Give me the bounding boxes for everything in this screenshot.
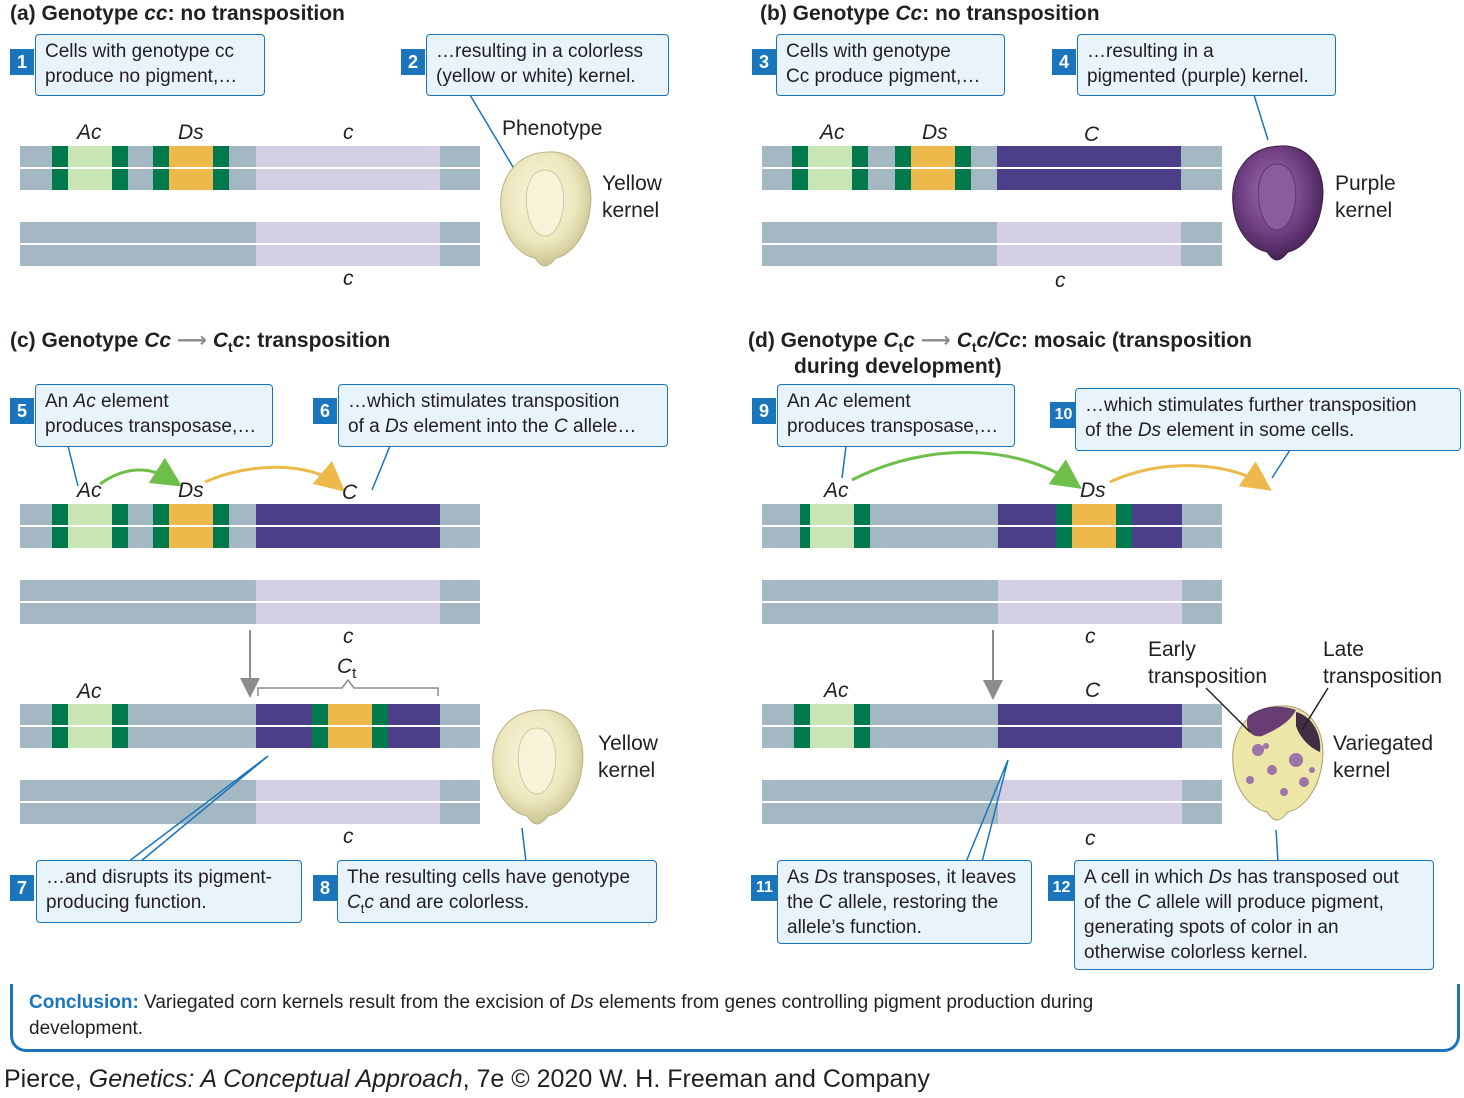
label-phenotype: Phenotype xyxy=(502,117,603,140)
ct-bracket xyxy=(257,678,439,696)
label-yellow-a: Yellow xyxy=(602,172,662,195)
label-c-c-middle: c xyxy=(343,625,354,648)
panel-b-chromosome-bottom xyxy=(762,222,1222,266)
label-ds-c: Ds xyxy=(178,479,204,502)
panel-d-title: (d) Genotype Ctc ⟶ Ctc/Cc: mosaic (trans… xyxy=(748,329,1252,356)
panel-d-chromosome-restored xyxy=(762,704,1222,748)
panel-c-chromosome-ct xyxy=(20,704,480,748)
label-variegated: Variegated xyxy=(1333,732,1434,755)
label-ac-d2: Ac xyxy=(824,679,849,702)
panel-c-chromosome-middle xyxy=(20,580,480,624)
green-arrow-c xyxy=(99,457,183,487)
callout-1: Cells with genotype cc produce no pigment… xyxy=(35,34,265,96)
callout-9: An Ac element produces transposase,… xyxy=(777,384,1015,447)
panel-c-title: (c) Genotype Cc ⟶ Ctc: transposition xyxy=(10,329,391,356)
late-pointer xyxy=(1301,687,1329,731)
label-early: Early xyxy=(1148,638,1196,661)
label-ac-c: Ac xyxy=(77,479,102,502)
green-arrow-d xyxy=(851,451,1082,489)
step-2-badge: 2 xyxy=(401,49,425,75)
panel-a-title: (a) Genotype cc: no transposition xyxy=(10,2,345,25)
label-c-d-middle: c xyxy=(1085,625,1096,648)
label-late: Late xyxy=(1323,638,1364,661)
orange-arrow-d xyxy=(1109,461,1272,491)
label-c-c-bottom: c xyxy=(343,825,354,848)
callout-8-pointer xyxy=(512,827,527,863)
label-late-transposition: transposition xyxy=(1323,665,1443,688)
callout-7: …and disrupts its pigment-producing func… xyxy=(36,860,302,923)
step-8-badge: 8 xyxy=(313,875,337,901)
orange-arrow-c xyxy=(204,460,346,492)
label-c-a-top: c xyxy=(343,121,354,144)
panel-b-chromosome-top xyxy=(762,146,1222,190)
variegated-kernel-d xyxy=(1232,705,1324,821)
panel-a-chromosome-top xyxy=(20,146,480,190)
label-kernel-b: kernel xyxy=(1335,199,1393,222)
yellow-kernel-c xyxy=(492,709,584,825)
label-ds-d: Ds xyxy=(1080,479,1106,502)
callout-10-pointer xyxy=(1271,449,1300,479)
label-c-b-bottom: c xyxy=(1055,269,1066,292)
panel-b-title: (b) Genotype Cc: no transposition xyxy=(760,2,1100,25)
label-purple: Purple xyxy=(1335,172,1396,195)
step-4-badge: 4 xyxy=(1052,49,1076,75)
step-12-badge: 12 xyxy=(1048,875,1075,901)
callout-4-pointer xyxy=(1240,94,1269,141)
label-ds-a: Ds xyxy=(178,121,204,144)
callout-12-pointer xyxy=(1268,829,1279,863)
panel-d-title-line2: during development) xyxy=(794,355,1002,378)
callout-6: …which stimulates transposition of a Ds e… xyxy=(338,384,668,447)
label-ac-a: Ac xyxy=(77,121,102,144)
label-kernel-c: kernel xyxy=(598,759,656,782)
callout-4: …resulting in a pigmented (purple) kernel… xyxy=(1077,34,1336,96)
label-c-a-bottom: c xyxy=(343,267,354,290)
step-3-badge: 3 xyxy=(752,49,776,75)
label-c-upper-d: C xyxy=(1085,679,1101,702)
step-10-badge: 10 xyxy=(1050,402,1077,428)
panel-d-chromosome-top xyxy=(762,504,1222,548)
label-yellow-c: Yellow xyxy=(598,732,658,755)
step-7-badge: 7 xyxy=(10,875,34,901)
step-1-badge: 1 xyxy=(10,49,34,75)
callout-10: …which stimulates further transposition o… xyxy=(1075,388,1461,451)
callout-11: As Ds transposes, it leaves the C allele,… xyxy=(777,860,1032,944)
callout-8: The resulting cells have genotype Ctc and… xyxy=(337,860,657,923)
label-ds-b: Ds xyxy=(922,121,948,144)
panel-c-chromosome-c xyxy=(20,780,480,824)
step-6-badge: 6 xyxy=(313,398,337,424)
callout-12: A cell in which Ds has transposed out of … xyxy=(1074,860,1434,970)
panel-c-chromosome-top xyxy=(20,504,480,548)
label-c-upper-b: C xyxy=(1084,123,1100,146)
label-ac-d: Ac xyxy=(824,479,849,502)
yellow-kernel-a xyxy=(500,151,592,267)
conclusion-box: Conclusion: Variegated corn kernels resu… xyxy=(10,984,1460,1052)
callout-5: An Ac element produces transposase,… xyxy=(35,384,273,447)
callout-3: Cells with genotype Cc produce pigment,… xyxy=(776,34,1005,96)
label-ac-b: Ac xyxy=(820,121,845,144)
callout-9-pointer xyxy=(841,445,856,479)
callout-6-pointer xyxy=(371,445,402,491)
early-pointer xyxy=(1205,687,1251,733)
label-c-upper-c: C xyxy=(342,481,358,504)
label-c-d-bottom: c xyxy=(1085,827,1096,850)
step-5-badge: 5 xyxy=(10,398,34,424)
panel-d-chromosome-middle xyxy=(762,580,1222,624)
purple-kernel-b xyxy=(1232,145,1324,261)
credit-line: Pierce, Genetics: A Conceptual Approach,… xyxy=(4,1065,930,1093)
label-kernel-a: kernel xyxy=(602,199,660,222)
label-ct: Ct xyxy=(337,655,357,683)
label-early-transposition: transposition xyxy=(1148,665,1268,688)
panel-d-chromosome-c xyxy=(762,780,1222,824)
step-9-badge: 9 xyxy=(752,398,776,424)
callout-2: …resulting in a colorless (yellow or whit… xyxy=(426,34,669,96)
step-11-badge: 11 xyxy=(751,875,778,901)
panel-a-chromosome-bottom xyxy=(20,222,480,266)
label-kernel-d: kernel xyxy=(1333,759,1391,782)
label-ac-c2: Ac xyxy=(77,680,102,703)
